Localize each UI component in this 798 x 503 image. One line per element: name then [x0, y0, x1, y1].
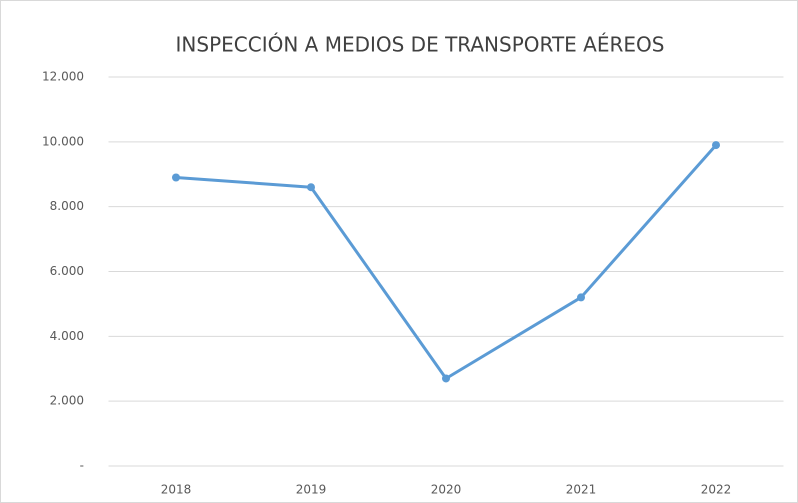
y-tick-label: - — [80, 459, 84, 473]
y-tick-label: 10.000 — [42, 134, 84, 148]
y-tick-label: 8.000 — [50, 199, 84, 213]
x-tick-label: 2020 — [431, 483, 462, 497]
x-tick-label: 2019 — [296, 483, 327, 497]
chart-title: INSPECCIÓN A MEDIOS DE TRANSPORTE AÉREOS — [176, 33, 665, 57]
x-tick-label: 2018 — [161, 483, 192, 497]
y-tick-label: 12.000 — [42, 70, 84, 84]
data-point — [712, 141, 720, 150]
data-point — [307, 183, 315, 192]
x-tick-label: 2022 — [701, 483, 732, 497]
x-tick-label: 2021 — [566, 483, 597, 497]
data-point — [577, 293, 585, 302]
y-tick-label: 4.000 — [50, 329, 84, 343]
y-tick-label: 6.000 — [50, 264, 84, 278]
data-point — [172, 173, 180, 182]
data-point — [442, 374, 450, 383]
y-tick-label: 2.000 — [50, 394, 84, 408]
